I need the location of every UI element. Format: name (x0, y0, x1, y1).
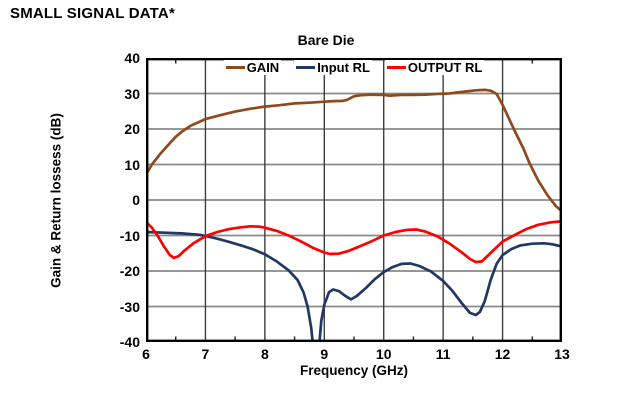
y-tick-label: -30 (119, 298, 140, 315)
y-tick-label: -40 (119, 334, 140, 350)
y-tick-label: 40 (124, 50, 140, 66)
legend-swatch (386, 65, 406, 70)
x-tick-label: 8 (260, 346, 269, 362)
x-tick-label: 9 (320, 346, 329, 362)
x-tick-label: 10 (375, 346, 392, 362)
y-tick-label: 20 (124, 121, 140, 137)
y-tick-label: 0 (132, 192, 140, 208)
legend-item-input-rl: Input RL (294, 60, 372, 75)
legend-label: GAIN (246, 60, 280, 75)
plot-border (146, 58, 562, 342)
y-tick-label: -10 (119, 227, 140, 244)
page-heading: SMALL SIGNAL DATA* (10, 5, 175, 22)
legend: GAIN Input RL OUTPUT RL (146, 60, 562, 75)
legend-label: Input RL (317, 60, 370, 75)
x-tick-label: 6 (142, 346, 150, 362)
y-tick-label: -20 (119, 263, 140, 279)
x-axis-label: Frequency (GHz) (299, 363, 408, 378)
y-tick-label: 30 (124, 85, 140, 102)
x-tick-label: 7 (201, 346, 210, 362)
x-tick-label: 12 (494, 346, 511, 362)
y-tick-label: 10 (124, 156, 140, 173)
legend-item-output-rl: OUTPUT RL (384, 60, 485, 75)
gain-curve (146, 88, 562, 213)
y-axis-label: Gain & Return lossess (dB) (48, 113, 64, 288)
legend-item-gain: GAIN (223, 60, 282, 75)
x-tick-label: 11 (435, 346, 451, 362)
legend-swatch (296, 65, 316, 70)
input-rl-curve (146, 230, 562, 342)
chart-title: Bare Die (297, 32, 355, 48)
legend-label: OUTPUT RL (407, 60, 483, 75)
plot-svg (146, 58, 562, 342)
legend-swatch (225, 65, 245, 70)
x-tick-label: 13 (554, 346, 570, 362)
output-rl-curve (146, 219, 562, 264)
